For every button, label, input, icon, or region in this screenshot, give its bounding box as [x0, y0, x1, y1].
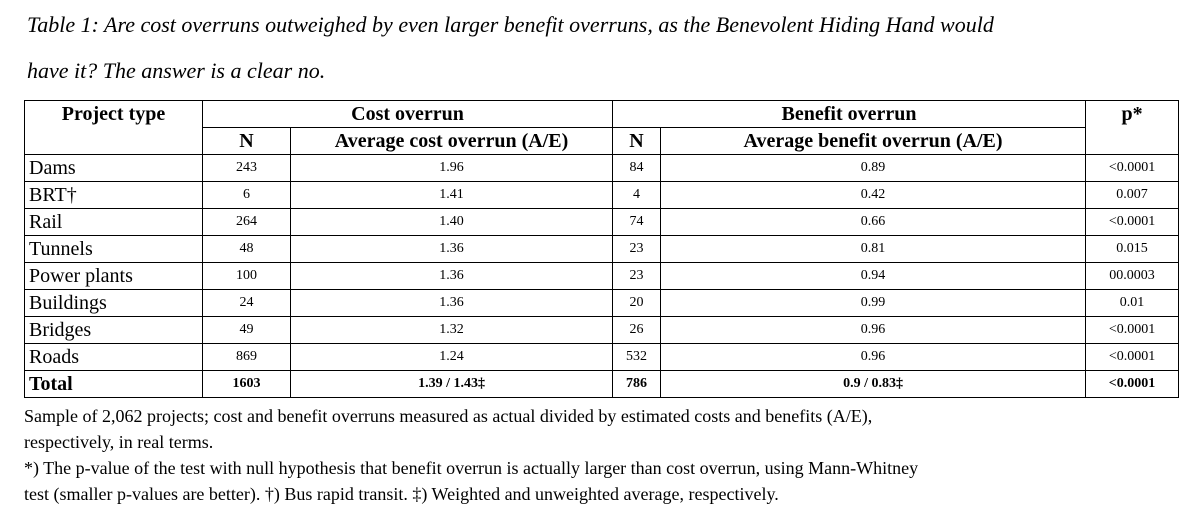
- header-cell: N: [612, 127, 662, 155]
- value-cell: <0.0001: [1085, 208, 1180, 236]
- value-cell: 0.99: [660, 289, 1087, 317]
- value-cell: 1.36: [289, 235, 614, 263]
- data-row: Bridges 49 1.32 26 0.96 <0.0001: [24, 316, 1180, 344]
- value-cell: 00.0003: [1085, 262, 1180, 290]
- category-cell: Bridges: [24, 316, 203, 344]
- value-cell: 0.9 / 0.83‡: [660, 370, 1087, 398]
- data-row: Buildings 24 1.36 20 0.99 0.01: [24, 289, 1180, 317]
- category-cell: Power plants: [24, 262, 203, 290]
- value-cell: 4: [612, 181, 662, 209]
- header-cell: N: [202, 127, 291, 155]
- header-cell: Average benefit overrun (A/E): [660, 127, 1087, 155]
- value-cell: 0.96: [660, 343, 1087, 371]
- value-cell: 0.015: [1085, 235, 1180, 263]
- data-row: BRT† 6 1.41 4 0.42 0.007: [24, 181, 1180, 209]
- category-cell: Dams: [24, 154, 203, 182]
- note-line: *) The p-value of the test with null hyp…: [24, 458, 919, 478]
- category-cell: Roads: [24, 343, 203, 371]
- value-cell: 1.40: [289, 208, 614, 236]
- value-cell: <0.0001: [1085, 370, 1180, 398]
- value-cell: 0.007: [1085, 181, 1180, 209]
- category-cell: Tunnels: [24, 235, 203, 263]
- value-cell: 1.41: [289, 181, 614, 209]
- value-cell: 1.24: [289, 343, 614, 371]
- value-cell: 49: [202, 316, 291, 344]
- value-cell: 1.36: [289, 289, 614, 317]
- total-row: Total 1603 1.39 / 1.43‡ 786 0.9 / 0.83‡ <0.00…: [24, 370, 1180, 398]
- value-cell: 6: [202, 181, 291, 209]
- value-cell: <0.0001: [1085, 154, 1180, 182]
- value-cell: 1.32: [289, 316, 614, 344]
- caption-line: have it? The answer is a clear no.: [27, 58, 326, 83]
- value-cell: 23: [612, 235, 662, 263]
- value-cell: 20: [612, 289, 662, 317]
- value-cell: 84: [612, 154, 662, 182]
- caption-line: Table 1: Are cost overruns outweighed by…: [27, 12, 994, 37]
- value-cell: 532: [612, 343, 662, 371]
- value-cell: 0.89: [660, 154, 1087, 182]
- value-cell: 74: [612, 208, 662, 236]
- value-cell: 0.42: [660, 181, 1087, 209]
- value-cell: 0.66: [660, 208, 1087, 236]
- category-cell: Rail: [24, 208, 203, 236]
- value-cell: 1.36: [289, 262, 614, 290]
- data-row: Rail 264 1.40 74 0.66 <0.0001: [24, 208, 1180, 236]
- value-cell: 243: [202, 154, 291, 182]
- note-line: Sample of 2,062 projects; cost and benef…: [24, 406, 873, 426]
- value-cell: <0.0001: [1085, 316, 1180, 344]
- value-cell: 0.81: [660, 235, 1087, 263]
- header-row: N Average cost overrun (A/E) N Average b…: [25, 127, 1179, 155]
- note-line: respectively, in real terms.: [24, 432, 214, 452]
- value-cell: 0.01: [1085, 289, 1180, 317]
- value-cell: <0.0001: [1085, 343, 1180, 371]
- value-cell: 869: [202, 343, 291, 371]
- value-cell: 0.96: [660, 316, 1087, 344]
- value-cell: 48: [202, 235, 291, 263]
- notes: Sample of 2,062 projects; cost and benef…: [24, 403, 918, 507]
- category-cell: Total: [24, 370, 203, 398]
- category-cell: Buildings: [24, 289, 203, 317]
- value-cell: 786: [612, 370, 662, 398]
- header-row: Project type Cost overrun Benefit overru…: [24, 100, 1180, 155]
- value-cell: 26: [612, 316, 662, 344]
- table: Project type Cost overrun Benefit overru…: [24, 100, 1180, 398]
- value-cell: 24: [202, 289, 291, 317]
- header-cell: Project type: [24, 100, 203, 155]
- header-cell: Benefit overrun: [612, 100, 1087, 128]
- data-row: Power plants 100 1.36 23 0.94 00.0003: [24, 262, 1180, 290]
- header-cell: Average cost overrun (A/E): [289, 127, 614, 155]
- value-cell: 264: [202, 208, 291, 236]
- data-row: Tunnels 48 1.36 23 0.81 0.015: [24, 235, 1180, 263]
- data-row: Roads 869 1.24 532 0.96 <0.0001: [24, 343, 1180, 371]
- header-cell: Cost overrun: [201, 100, 614, 128]
- value-cell: 1.39 / 1.43‡: [289, 370, 614, 398]
- value-cell: 100: [202, 262, 291, 290]
- table-body: Project type Cost overrun Benefit overru…: [24, 100, 1180, 398]
- data-row: Dams 243 1.96 84 0.89 <0.0001: [24, 154, 1180, 182]
- value-cell: 1.96: [289, 154, 614, 182]
- value-cell: 23: [612, 262, 662, 290]
- category-cell: BRT†: [24, 181, 203, 209]
- value-cell: 0.94: [660, 262, 1087, 290]
- note-line: test (smaller p-values are better). †) B…: [24, 484, 779, 504]
- value-cell: 1603: [202, 370, 291, 398]
- header-cell: p*: [1085, 100, 1180, 155]
